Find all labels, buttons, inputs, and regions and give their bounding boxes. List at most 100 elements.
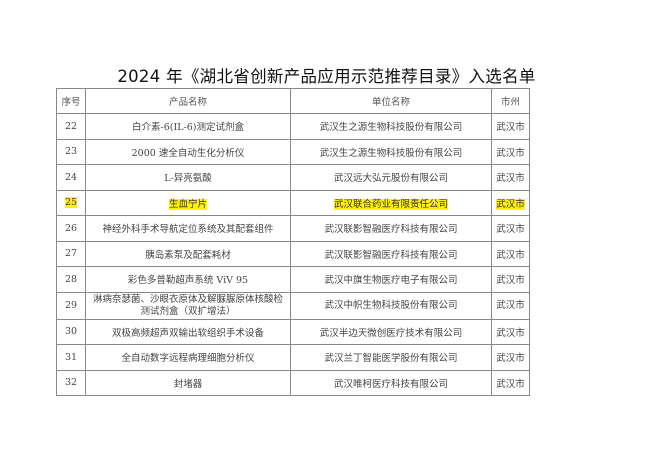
cell-no: 29: [56, 291, 86, 320]
city-text: 武汉市: [496, 378, 525, 390]
cell-city: 武汉市: [491, 164, 530, 191]
cell-city: 武汉市: [491, 113, 530, 140]
product-text: 生血宁片: [168, 198, 207, 210]
product-text: 2000 速全自动生化分析仪: [131, 147, 245, 159]
company-text: 武汉半边天微创医疗技术有限公司: [319, 327, 463, 339]
city-text: 武汉市: [496, 173, 525, 185]
no-text: 31: [64, 351, 78, 363]
cell-no: 27: [56, 240, 86, 267]
city-text: 武汉市: [496, 224, 525, 236]
cell-product: 彩色多普勒超声系统 ViV 95: [85, 266, 291, 293]
city-text: 武汉市: [496, 353, 525, 365]
cell-city: 武汉市: [491, 189, 530, 216]
no-text: 28: [64, 273, 78, 285]
company-text: 武汉联合药业有限责任公司: [333, 198, 448, 210]
no-text: 30: [64, 326, 78, 338]
cell-city: 武汉市: [491, 215, 530, 242]
product-text: 封堵器: [173, 378, 203, 390]
cell-no: 24: [56, 164, 86, 191]
cell-no: 26: [56, 215, 86, 242]
cell-company: 武汉联影智融医疗科技有限公司: [290, 240, 492, 267]
table-row: 30 双极高频超声双输出软组织手术设备 武汉半边天微创医疗技术有限公司 武汉市: [56, 318, 530, 345]
cell-product: 生血宁片: [85, 189, 291, 216]
cell-no: 25: [56, 189, 86, 216]
selection-table: 序号 产品名称 单位名称 市州 22 白介素-6(IL-6)测定试剂盒 武汉生之源生…: [56, 88, 530, 396]
header-company: 单位名称: [290, 88, 492, 114]
cell-company: 武汉生之源生物科技股份有限公司: [290, 113, 492, 140]
no-text: 26: [64, 222, 78, 234]
cell-product: 白介素-6(IL-6)测定试剂盒: [85, 113, 291, 140]
product-text: 淋病奈瑟菌、沙眼衣原体及解脲脲原体核酸检测试剂盒（双扩增法）: [92, 293, 283, 317]
cell-city: 武汉市: [491, 344, 530, 371]
cell-product: 2000 速全自动生化分析仪: [85, 138, 291, 165]
cell-product: 封堵器: [85, 369, 291, 396]
city-text: 武汉市: [496, 275, 525, 287]
company-text: 武汉唯柯医疗科技有限公司: [333, 378, 448, 390]
cell-city: 武汉市: [491, 138, 530, 165]
city-text: 武汉市: [496, 122, 525, 134]
company-text: 武汉兰丁智能医学股份有限公司: [324, 353, 458, 365]
header-product: 产品名称: [85, 88, 291, 114]
cell-no: 30: [56, 318, 86, 345]
table-header: 序号 产品名称 单位名称 市州: [56, 88, 530, 114]
city-text: 武汉市: [496, 198, 525, 210]
product-text: 双极高频超声双输出软组织手术设备: [111, 327, 264, 339]
cell-product: 神经外科手术导航定位系统及其配套组件: [85, 215, 291, 242]
table-row: 22 白介素-6(IL-6)测定试剂盒 武汉生之源生物科技股份有限公司 武汉市: [56, 113, 530, 140]
company-text: 武汉生之源生物科技股份有限公司: [319, 122, 463, 134]
product-text: 全自动数字远程病理细胞分析仪: [121, 353, 255, 365]
cell-company: 武汉联影智融医疗科技有限公司: [290, 215, 492, 242]
table-row: 31 全自动数字远程病理细胞分析仪 武汉兰丁智能医学股份有限公司 武汉市: [56, 344, 530, 371]
cell-no: 23: [56, 138, 86, 165]
cell-no: 31: [56, 344, 86, 371]
no-text: 24: [64, 171, 78, 183]
cell-product: 双极高频超声双输出软组织手术设备: [85, 318, 291, 345]
cell-product: 全自动数字远程病理细胞分析仪: [85, 344, 291, 371]
cell-company: 武汉半边天微创医疗技术有限公司: [290, 318, 492, 345]
cell-city: 武汉市: [491, 291, 530, 320]
cell-city: 武汉市: [491, 369, 530, 396]
company-text: 武汉联影智融医疗科技有限公司: [324, 249, 458, 261]
table-row: 24 L-异亮氨酸 武汉远大弘元股份有限公司 武汉市: [56, 164, 530, 191]
cell-company: 武汉远大弘元股份有限公司: [290, 164, 492, 191]
cell-product: 淋病奈瑟菌、沙眼衣原体及解脲脲原体核酸检测试剂盒（双扩增法）: [85, 291, 291, 320]
table-row: 23 2000 速全自动生化分析仪 武汉生之源生物科技股份有限公司 武汉市: [56, 138, 530, 165]
table-row: 29 淋病奈瑟菌、沙眼衣原体及解脲脲原体核酸检测试剂盒（双扩增法） 武汉中帜生物科技…: [56, 291, 530, 320]
product-text: L-异亮氨酸: [164, 173, 212, 185]
cell-company: 武汉中旗生物医疗电子有限公司: [290, 266, 492, 293]
cell-no: 28: [56, 266, 86, 293]
cell-company: 武汉联合药业有限责任公司: [290, 189, 492, 216]
no-text: 22: [64, 120, 78, 132]
cell-no: 32: [56, 369, 86, 396]
header-no: 序号: [56, 88, 86, 114]
table-row: 27 胰岛素泵及配套耗材 武汉联影智融医疗科技有限公司 武汉市: [56, 240, 530, 267]
city-text: 武汉市: [496, 299, 525, 311]
cell-product: L-异亮氨酸: [85, 164, 291, 191]
table-row: 28 彩色多普勒超声系统 ViV 95 武汉中旗生物医疗电子有限公司 武汉市: [56, 266, 530, 293]
cell-no: 22: [56, 113, 86, 140]
company-text: 武汉中旗生物医疗电子有限公司: [324, 275, 458, 287]
cell-city: 武汉市: [491, 266, 530, 293]
city-text: 武汉市: [496, 249, 525, 261]
city-text: 武汉市: [496, 327, 525, 339]
header-city: 市州: [491, 88, 530, 114]
no-text: 27: [64, 248, 78, 260]
product-text: 神经外科手术导航定位系统及其配套组件: [102, 224, 274, 236]
cell-product: 胰岛素泵及配套耗材: [85, 240, 291, 267]
company-text: 武汉远大弘元股份有限公司: [333, 173, 448, 185]
company-text: 武汉中帜生物科技股份有限公司: [324, 299, 458, 311]
no-text: 23: [64, 146, 78, 158]
table-row: 32 封堵器 武汉唯柯医疗科技有限公司 武汉市: [56, 369, 530, 396]
product-text: 胰岛素泵及配套耗材: [145, 249, 231, 261]
product-text: 白介素-6(IL-6)测定试剂盒: [132, 122, 244, 134]
company-text: 武汉联影智融医疗科技有限公司: [324, 224, 458, 236]
table-row: 25 生血宁片 武汉联合药业有限责任公司 武汉市: [56, 189, 530, 216]
cell-city: 武汉市: [491, 318, 530, 345]
city-text: 武汉市: [496, 147, 525, 159]
table-row: 26 神经外科手术导航定位系统及其配套组件 武汉联影智融医疗科技有限公司 武汉市: [56, 215, 530, 242]
document-title: 2024 年《湖北省创新产品应用示范推荐目录》入选名单: [117, 67, 536, 86]
cell-company: 武汉生之源生物科技股份有限公司: [290, 138, 492, 165]
no-text: 29: [64, 299, 78, 311]
cell-company: 武汉唯柯医疗科技有限公司: [290, 369, 492, 396]
cell-city: 武汉市: [491, 240, 530, 267]
